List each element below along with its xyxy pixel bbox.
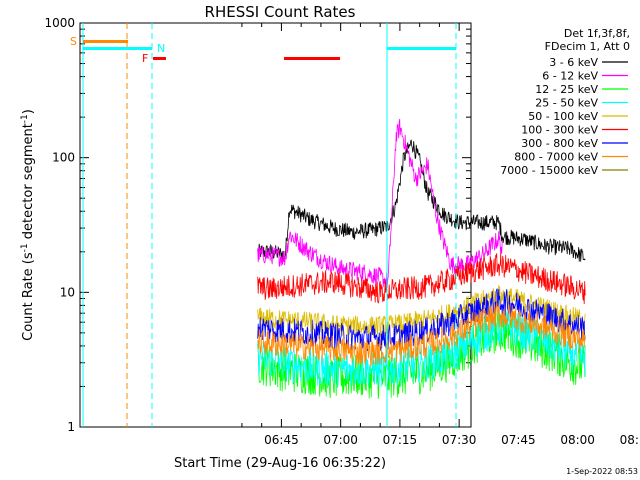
series-line-7 — [257, 303, 586, 367]
x-tick-label: 08:00 — [560, 433, 595, 447]
y-tick-label: 10 — [60, 285, 75, 299]
series-line-1 — [257, 118, 503, 288]
series-line-5 — [257, 253, 586, 305]
annotations-layer: S NF — [70, 23, 457, 427]
axis-tick-labels: 06:45 07:00 07:15 07:30 07:45 08:00 08:15 1 10 10… — [44, 16, 640, 447]
legend: Det 1f,3f,8f, FDecim 1, Att 0 3 - 6 keV6… — [500, 27, 630, 177]
series-line-6 — [257, 288, 586, 352]
legend-header-1: Det 1f,3f,8f, — [564, 27, 630, 40]
night-bar-2 — [387, 47, 456, 50]
y-axis-label-main: Count Rate (s — [21, 252, 36, 341]
y-axis-label-end: ) — [21, 109, 36, 114]
x-axis-label: Start Time (29-Aug-16 06:35:22) — [174, 456, 386, 471]
flare-label: F — [142, 52, 148, 65]
night-bar-1 — [83, 47, 152, 50]
legend-label-3: 25 - 50 keV — [535, 97, 598, 110]
saa-label: S — [70, 35, 77, 48]
footer-timestamp: 1-Sep-2022 08:53 — [566, 467, 638, 476]
legend-label-5: 100 - 300 keV — [521, 124, 598, 137]
legend-label-2: 12 - 25 keV — [535, 83, 598, 96]
legend-label-4: 50 - 100 keV — [528, 110, 598, 123]
night-label: N — [157, 42, 165, 55]
y-tick-label: 100 — [52, 151, 75, 165]
y-axis-label-mid: detector segment — [21, 123, 36, 243]
y-axis-label: Count Rate (s-1 detector segment-1) — [20, 109, 36, 341]
x-tick-label: 07:00 — [323, 433, 358, 447]
legend-label-7: 800 - 7000 keV — [514, 151, 598, 164]
y-axis-label-sup2: -1 — [20, 114, 30, 123]
x-tick-label: 07:30 — [442, 433, 477, 447]
series-layer — [257, 118, 586, 399]
flare-bar-1 — [153, 57, 166, 60]
saa-bar — [83, 40, 128, 43]
y-tick-label: 1 — [67, 420, 75, 434]
x-tick-label: 07:15 — [383, 433, 418, 447]
x-tick-label: 06:45 — [264, 433, 299, 447]
legend-label-6: 300 - 800 keV — [521, 137, 598, 150]
legend-label-0: 3 - 6 keV — [549, 56, 598, 69]
x-tick-label: 08:15 — [620, 433, 640, 447]
x-tick-label: 07:45 — [501, 433, 536, 447]
legend-label-1: 6 - 12 keV — [542, 70, 598, 83]
legend-header-2: FDecim 1, Att 0 — [545, 40, 630, 53]
y-tick-label: 1000 — [44, 16, 75, 30]
flare-bar-2 — [284, 57, 340, 60]
chart-title: RHESSI Count Rates — [205, 3, 356, 21]
y-axis-label-sup1: -1 — [20, 243, 30, 252]
legend-label-8: 7000 - 15000 keV — [500, 164, 598, 177]
